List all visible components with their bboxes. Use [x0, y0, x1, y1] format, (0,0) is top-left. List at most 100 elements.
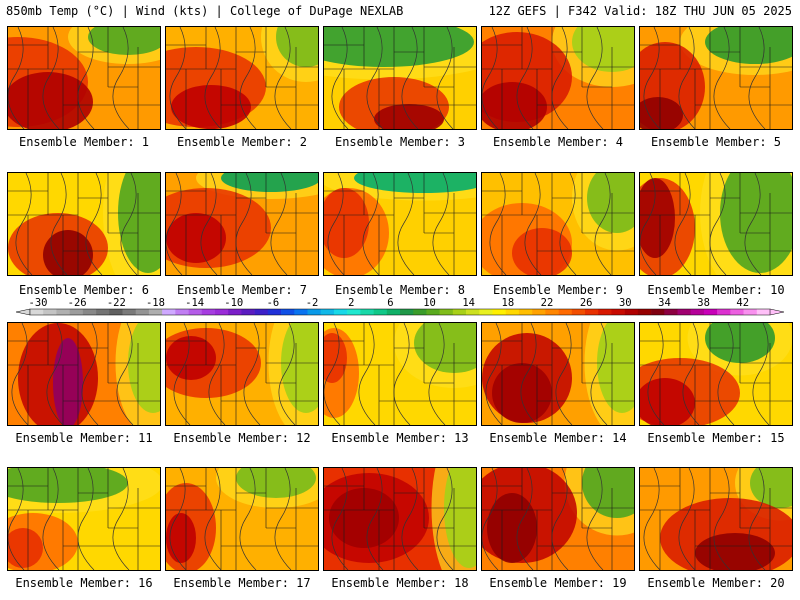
colorbar-swatch	[585, 309, 599, 315]
temperature-field-map	[324, 173, 476, 275]
colorbar-swatch	[730, 309, 744, 315]
colorbar-arrow-left	[15, 308, 31, 316]
colorbar-swatch	[611, 309, 625, 315]
ensemble-member-label: Ensemble Member: 9	[492, 283, 624, 297]
temperature-field-map	[640, 173, 792, 275]
temperature-field-map	[324, 468, 476, 570]
colorbar-arrow-right	[769, 308, 785, 316]
colorbar-tick-label: -2	[306, 297, 319, 309]
temperature-field-map	[324, 27, 476, 129]
ensemble-panel	[165, 26, 319, 130]
height-contours	[166, 173, 288, 275]
colorbar-tick-label: 22	[541, 297, 554, 309]
state-borders	[640, 468, 792, 570]
colorbar-swatch	[637, 309, 652, 315]
height-contours	[647, 323, 770, 425]
ensemble-panel	[323, 467, 477, 571]
height-contours	[485, 323, 608, 425]
state-borders	[166, 173, 318, 275]
product-title: 850mb Temp (°C) | Wind (kts) | College o…	[6, 4, 404, 18]
colorbar-tick-label: -22	[107, 297, 126, 309]
height-contours	[8, 468, 130, 570]
colorbar-swatch	[43, 309, 57, 315]
temperature-field-map	[166, 468, 318, 570]
ensemble-panel	[481, 322, 635, 426]
colorbar-swatch	[703, 309, 718, 315]
ensemble-member-label: Ensemble Member: 10	[647, 283, 785, 297]
state-borders	[166, 27, 318, 129]
state-borders	[8, 323, 160, 425]
colorbar-swatch	[30, 309, 44, 315]
colorbar-swatch	[333, 309, 348, 315]
temperature-field-map	[482, 468, 634, 570]
temperature-field-map	[166, 323, 318, 425]
ensemble-member-label: Ensemble Member: 12	[173, 431, 311, 445]
temperature-field-map	[482, 173, 634, 275]
colorbar-swatch	[109, 309, 123, 315]
colorbar-swatch	[571, 309, 586, 315]
colorbar-swatch	[175, 309, 189, 315]
ensemble-member-label: Ensemble Member: 1	[18, 135, 150, 149]
colorbar-tick-label: 38	[697, 297, 710, 309]
colorbar-swatch	[651, 309, 665, 315]
colorbar-swatch	[677, 309, 692, 315]
temperature-colorbar: -30 -26 -22 -18 -14 -10 -6 -2 2 6 10 14 18 22 26 30 34 38…	[14, 296, 786, 320]
colorbar-tick-label: -10	[224, 297, 243, 309]
colorbar-swatch	[122, 309, 137, 315]
ensemble-panel	[639, 467, 793, 571]
colorbar-swatch	[347, 309, 361, 315]
ensemble-panel	[323, 172, 477, 276]
colorbar-swatch	[717, 309, 731, 315]
colorbar-swatch	[162, 309, 176, 315]
colorbar-swatch	[598, 309, 612, 315]
state-borders	[640, 27, 792, 129]
colorbar-swatch	[466, 309, 480, 315]
ensemble-member-label: Ensemble Member: 6	[18, 283, 150, 297]
colorbar-tick-label: 26	[580, 297, 593, 309]
colorbar-swatch	[624, 309, 639, 315]
ensemble-panel	[639, 322, 793, 426]
height-contours	[169, 27, 292, 129]
colorbar-tick-label: 30	[619, 297, 632, 309]
colorbar-tick-label: 42	[736, 297, 749, 309]
colorbar-swatch	[360, 309, 374, 315]
colorbar-swatch	[492, 309, 507, 315]
colorbar-swatch	[294, 309, 308, 315]
run-valid-time: 12Z GEFS | F342 Valid: 18Z THU JUN 05 20…	[488, 4, 792, 18]
colorbar-swatch	[439, 309, 454, 315]
ensemble-member-label: Ensemble Member: 16	[15, 576, 153, 590]
colorbar-tick-label: 18	[502, 297, 515, 309]
colorbar-tick-label: 6	[387, 297, 393, 309]
height-contours	[331, 468, 454, 570]
height-contours	[482, 27, 604, 129]
height-contours	[11, 323, 134, 425]
ensemble-member-label: Ensemble Member: 15	[647, 431, 785, 445]
colorbar-tick-label: 2	[348, 297, 354, 309]
ensemble-member-label: Ensemble Member: 13	[331, 431, 469, 445]
ensemble-panel	[481, 172, 635, 276]
colorbar-tick-label: 10	[423, 297, 436, 309]
state-borders	[166, 323, 318, 425]
ensemble-panel	[323, 322, 477, 426]
colorbar-tick-label: -30	[29, 297, 48, 309]
ensemble-member-label: Ensemble Member: 14	[489, 431, 627, 445]
height-contours	[173, 323, 296, 425]
temperature-field-map	[166, 173, 318, 275]
ensemble-member-label: Ensemble Member: 11	[15, 431, 153, 445]
colorbar-swatch	[228, 309, 242, 315]
ensemble-panel	[639, 172, 793, 276]
state-borders	[640, 323, 792, 425]
colorbar-swatch	[452, 309, 467, 315]
colorbar-swatch	[664, 309, 678, 315]
state-borders	[166, 468, 318, 570]
height-contours	[169, 468, 292, 570]
ensemble-panel	[165, 322, 319, 426]
colorbar-swatch	[413, 309, 427, 315]
height-contours	[324, 323, 446, 425]
colorbar-swatch	[320, 309, 335, 315]
temperature-field-map	[8, 27, 160, 129]
temperature-field-map	[8, 173, 160, 275]
colorbar-swatch	[82, 309, 97, 315]
height-contours	[8, 27, 130, 129]
colorbar-tick-label: -14	[185, 297, 204, 309]
